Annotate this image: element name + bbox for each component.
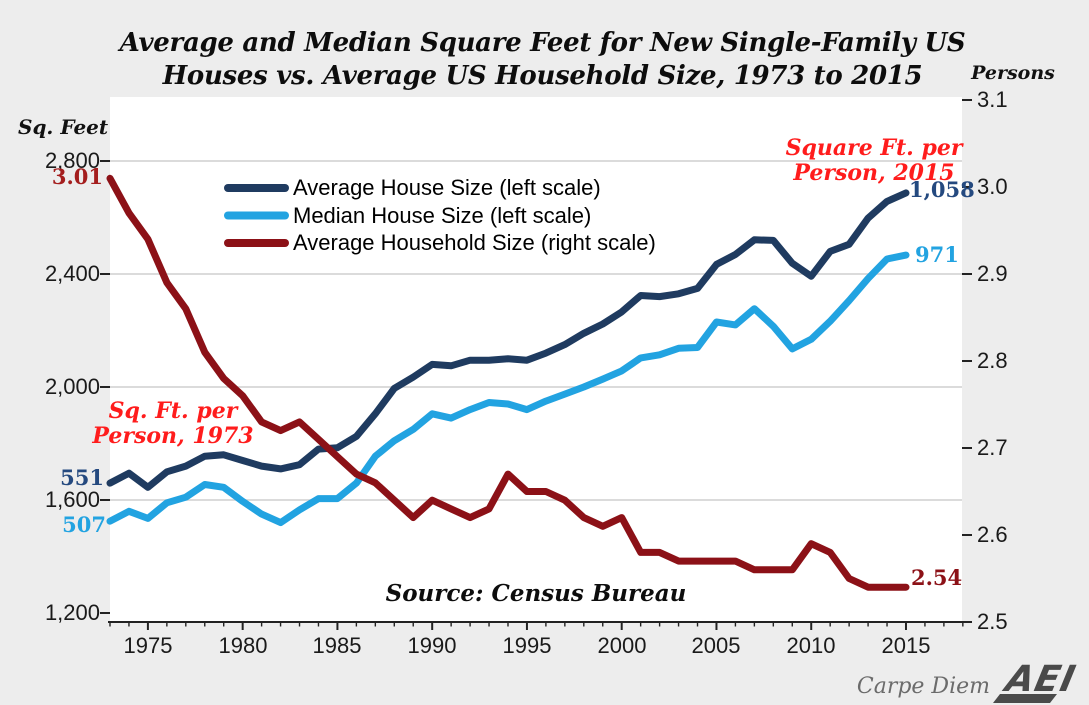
left-tick-1200: 1,200 <box>44 600 100 625</box>
annotation-household-2015: 2.54 <box>911 565 963 590</box>
annotation-avg-sqft-person-1973: 551 <box>60 465 104 490</box>
annotation-med-sqft-person-2015: 971 <box>915 242 959 267</box>
x-tick-1980: 1980 <box>218 633 268 658</box>
x-tick-1985: 1985 <box>312 633 362 658</box>
x-tick-1995: 1995 <box>502 633 552 658</box>
x-tick-2015: 2015 <box>881 633 931 658</box>
aei-logo: AEI <box>999 657 1080 700</box>
right-tick-2-6: 2.6 <box>977 522 1008 547</box>
aei-logo-underline <box>993 694 1057 703</box>
left-tick-2000: 2,000 <box>44 374 100 399</box>
left-axis-title: Sq. Feet <box>18 115 109 139</box>
source-note: Source: Census Bureau <box>385 580 687 607</box>
x-tick-2010: 2010 <box>786 633 836 658</box>
left-tick-2400: 2,400 <box>44 261 100 286</box>
legend-label-average-house: Average House Size (left scale) <box>293 175 601 200</box>
chart-title: Average and Median Square Feet for New S… <box>60 27 1025 93</box>
left-tick-2800: 2,800 <box>44 148 100 173</box>
chart-title-line1: Average and Median Square Feet for New S… <box>119 28 966 58</box>
annotation-med-sqft-person-1973: 507 <box>62 512 106 537</box>
left-tick-1600: 1,600 <box>44 487 100 512</box>
legend-label-household-size: Average Household Size (right scale) <box>293 230 656 255</box>
note-2015-line1: Square Ft. per <box>785 135 963 161</box>
x-tick-1990: 1990 <box>407 633 457 658</box>
x-tick-1975: 1975 <box>123 633 173 658</box>
right-tick-2-7: 2.7 <box>977 435 1008 460</box>
legend-label-median-house: Median House Size (left scale) <box>293 203 592 228</box>
note-1973-line1: Sq. Ft. per <box>108 398 238 424</box>
note-sqft-per-person-1973: Sq. Ft. per Person, 1973 <box>58 399 288 449</box>
note-1973-line2: Person, 1973 <box>92 423 254 449</box>
chart-title-line2: Houses vs. Average US Household Size, 19… <box>162 61 923 91</box>
carpe-diem-credit: Carpe Diem <box>856 674 990 699</box>
annotation-household-1973: 3.01 <box>51 164 103 189</box>
x-tick-2005: 2005 <box>691 633 741 658</box>
right-tick-3-1: 3.1 <box>977 87 1008 112</box>
right-tick-3-0: 3.0 <box>977 174 1008 199</box>
right-tick-2-8: 2.8 <box>977 348 1008 373</box>
right-tick-2-5: 2.5 <box>977 609 1008 634</box>
series-line-2 <box>106 174 910 591</box>
series-line-0 <box>106 189 910 491</box>
right-tick-2-9: 2.9 <box>977 261 1008 286</box>
note-2015-line2: Person, 2015 <box>793 160 955 186</box>
annotation-avg-sqft-person-2015: 1,058 <box>909 177 975 202</box>
x-tick-2000: 2000 <box>597 633 647 658</box>
right-axis-title: Persons <box>971 62 1055 84</box>
series-line-1 <box>106 251 910 527</box>
note-sqft-per-person-2015: Square Ft. per Person, 2015 <box>759 136 989 186</box>
